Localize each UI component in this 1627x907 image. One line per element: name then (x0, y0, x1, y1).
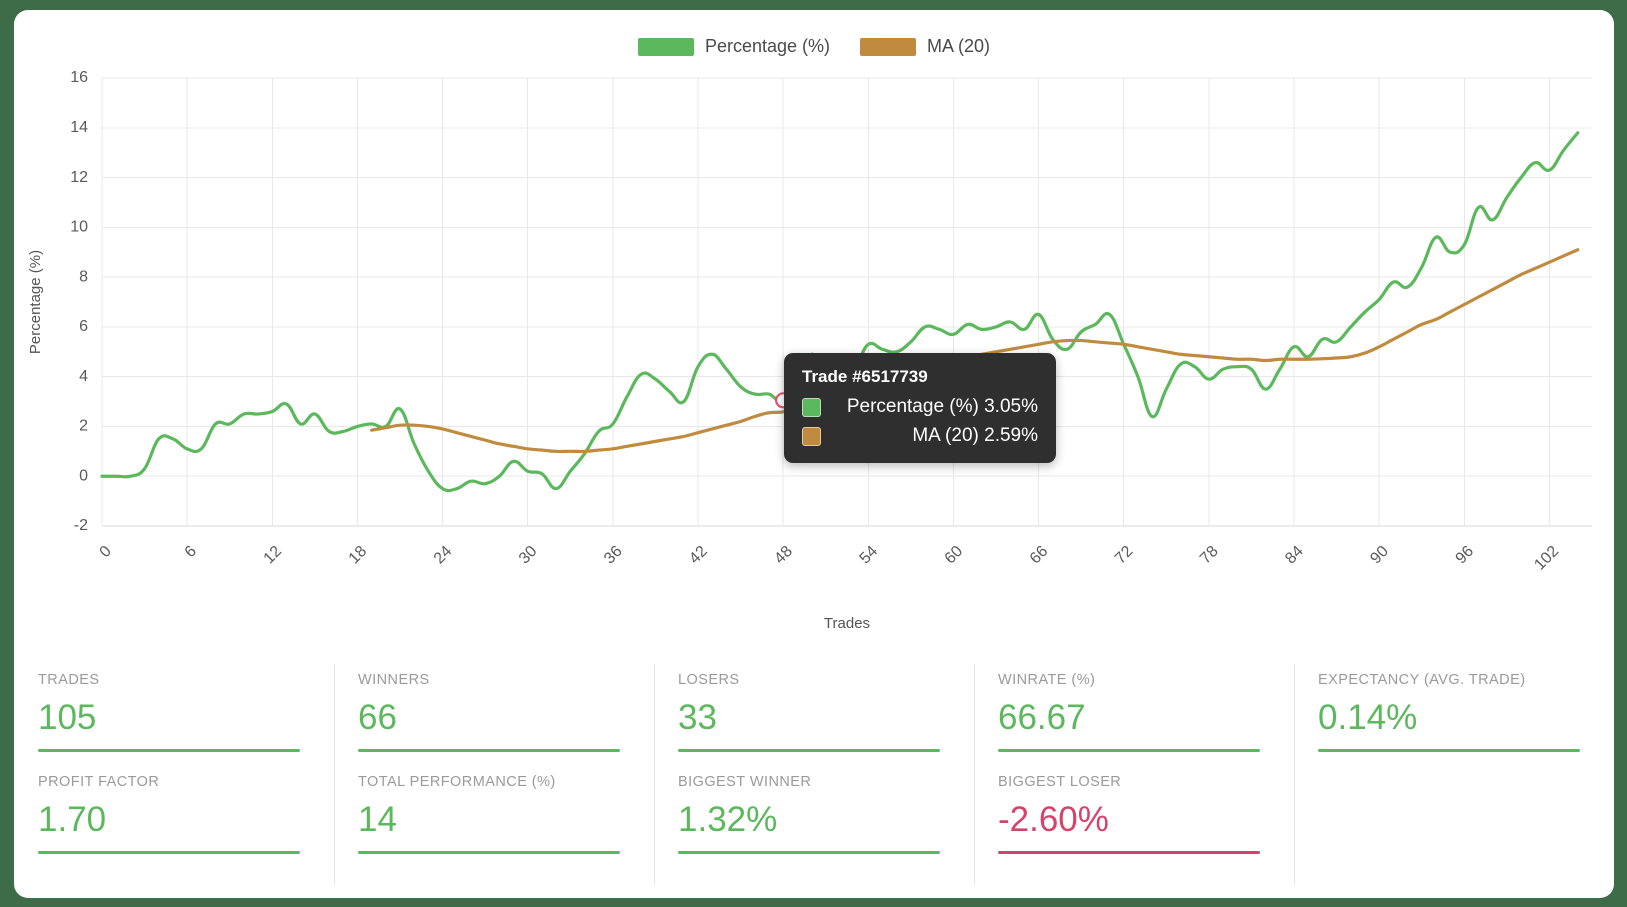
x-axis-tick-label: 36 (601, 543, 626, 568)
stat-value: -2.60% (998, 800, 1109, 839)
stat-label: BIGGEST WINNER (678, 774, 812, 790)
x-axis-tick-label: 6 (182, 543, 200, 561)
chart-area[interactable]: -2 0 2 4 6 8 10 12 14 16 0 6 12 18 24 30 36 42 48 54 60 66 72 7… (14, 56, 1614, 646)
stat-value: 66.67 (998, 698, 1086, 737)
legend-item[interactable]: MA (20) (860, 36, 990, 57)
legend-label: Percentage (%) (704, 36, 831, 56)
tooltip-swatch-icon (802, 397, 821, 417)
stat-cell: LOSERS 33 (678, 650, 974, 752)
y-axis-tick-label: -2 (74, 517, 88, 534)
stat-cell: WINNERS 66 (358, 650, 654, 752)
tooltip-title: Trade #6517739 (802, 367, 928, 386)
stat-cell: PROFIT FACTOR 1.70 (38, 752, 334, 854)
y-axis-tick-label: 10 (70, 219, 88, 236)
stat-underline (1318, 749, 1580, 752)
stat-cell: BIGGEST WINNER 1.32% (678, 752, 974, 854)
legend-swatch-icon (860, 37, 917, 56)
y-axis-title: Percentage (%) (27, 250, 44, 354)
stat-label: LOSERS (678, 672, 740, 688)
x-axis-tick-label: 24 (431, 543, 456, 568)
stat-label: TOTAL PERFORMANCE (%) (358, 774, 556, 790)
tooltip-row-label: MA (20) 2.59% (912, 425, 1038, 446)
stat-label: TRADES (38, 672, 100, 688)
stat-value: 1.32% (678, 800, 778, 839)
stat-underline (678, 851, 940, 854)
tooltip-swatch-icon (802, 426, 821, 446)
stat-value: 1.70 (38, 800, 107, 839)
x-axis-tick-label: 12 (261, 543, 286, 568)
performance-chart-card: Percentage (%) MA (20) -2 0 2 4 6 8 10 12 14 16 0 6 1… (14, 10, 1614, 898)
stat-column: WINNERS 66 TOTAL PERFORMANCE (%) 14 (334, 650, 654, 898)
y-axis-tick-label: 4 (79, 368, 88, 385)
stat-underline (998, 749, 1260, 752)
stat-value: 105 (38, 698, 97, 737)
y-axis-tick-label: 2 (79, 418, 88, 435)
x-axis-tick-label: 60 (942, 543, 967, 568)
y-axis-tick-label: 12 (70, 169, 88, 186)
stat-value: 66 (358, 698, 397, 737)
stat-underline (998, 851, 1260, 854)
x-axis-tick-label: 84 (1282, 543, 1307, 568)
stat-column: TRADES 105 PROFIT FACTOR 1.70 (14, 650, 334, 898)
x-axis-tick-label: 96 (1453, 543, 1478, 568)
stat-value: 33 (678, 698, 717, 737)
x-axis-tick-label: 102 (1531, 543, 1562, 574)
x-axis-title: Trades (824, 615, 870, 632)
tooltip-rows: Percentage (%) 3.05% MA (20) 2.59% (802, 396, 1038, 447)
stat-underline (38, 749, 300, 752)
stat-label: EXPECTANCY (AVG. TRADE) (1318, 672, 1526, 688)
stat-column: EXPECTANCY (AVG. TRADE) 0.14% (1294, 650, 1614, 898)
y-axis-tick-label: 14 (70, 119, 88, 136)
y-axis-tick-label: 16 (70, 69, 88, 86)
stat-column: WINRATE (%) 66.67 BIGGEST LOSER -2.60% (974, 650, 1294, 898)
stat-underline (38, 851, 300, 854)
stat-label: WINRATE (%) (998, 672, 1096, 688)
tooltip-row: MA (20) 2.59% (802, 425, 1038, 447)
x-axis-tick-label: 78 (1197, 543, 1222, 568)
x-axis-tick-label: 66 (1027, 543, 1052, 568)
stat-label: BIGGEST LOSER (998, 774, 1122, 790)
stats-panel: TRADES 105 PROFIT FACTOR 1.70 WINNERS 66 TOTAL… (14, 650, 1614, 898)
x-axis-tick-label: 18 (346, 543, 371, 568)
stat-value: 0.14% (1318, 698, 1418, 737)
stat-label: PROFIT FACTOR (38, 774, 160, 790)
y-axis-tick-label: 0 (79, 467, 88, 484)
x-axis-tick-label: 54 (857, 543, 882, 568)
x-axis-tick-label: 48 (771, 543, 796, 568)
stat-cell: WINRATE (%) 66.67 (998, 650, 1294, 752)
stat-underline (678, 749, 940, 752)
stat-cell: TOTAL PERFORMANCE (%) 14 (358, 752, 654, 854)
x-axis-tick-label: 72 (1112, 543, 1137, 568)
tooltip-row-label: Percentage (%) 3.05% (846, 396, 1038, 417)
y-axis-tick-label: 6 (79, 318, 88, 335)
x-axis-tick-label: 90 (1367, 543, 1392, 568)
tooltip-row: Percentage (%) 3.05% (802, 396, 1038, 418)
stat-cell: TRADES 105 (38, 650, 334, 752)
chart-tooltip: Trade #6517739 Percentage (%) 3.05% MA (2… (784, 353, 1056, 463)
stat-cell: BIGGEST LOSER -2.60% (998, 752, 1294, 854)
stat-cell: EXPECTANCY (AVG. TRADE) 0.14% (1318, 650, 1614, 752)
x-axis-tick-label: 42 (686, 543, 711, 568)
legend-label: MA (20) (927, 36, 991, 56)
y-axis-tick-label: 8 (79, 268, 88, 285)
stat-column: LOSERS 33 BIGGEST WINNER 1.32% (654, 650, 974, 898)
stat-value: 14 (358, 800, 397, 839)
chart-legend: Percentage (%) MA (20) (14, 36, 1614, 57)
x-axis-tick-label: 0 (97, 543, 115, 561)
legend-swatch-icon (637, 37, 694, 56)
x-axis-tick-label: 30 (516, 543, 541, 568)
stat-underline (358, 749, 620, 752)
stat-label: WINNERS (358, 672, 430, 688)
legend-item[interactable]: Percentage (%) (637, 36, 831, 57)
stat-underline (358, 851, 620, 854)
